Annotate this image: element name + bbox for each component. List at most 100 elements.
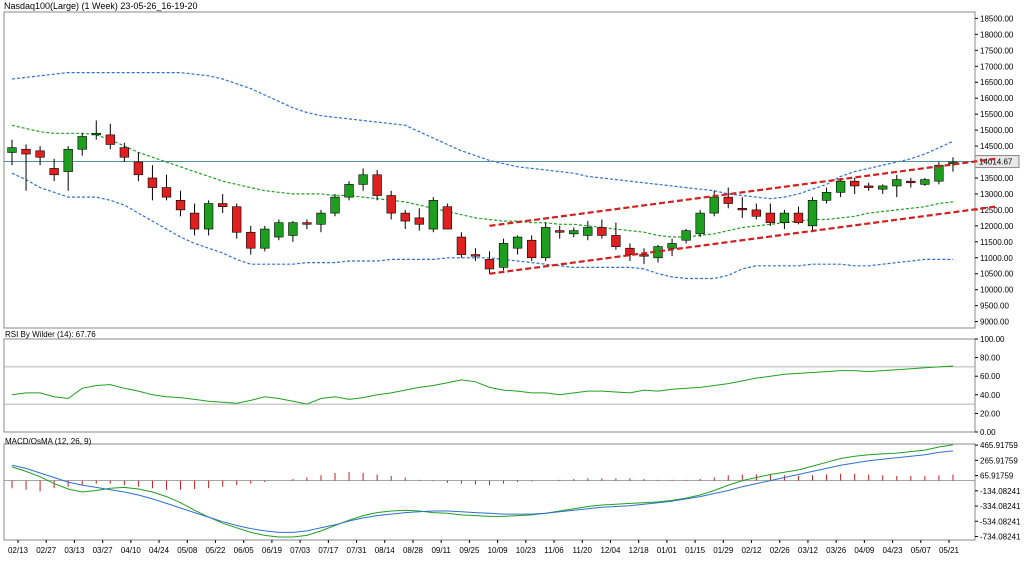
candle: [709, 196, 719, 214]
x-tick-label: 05/22: [205, 546, 226, 555]
candle: [779, 212, 790, 223]
x-tick-label: 02/27: [36, 546, 57, 555]
macd-tick-label: -134.08241: [980, 487, 1021, 496]
candle: [288, 222, 298, 236]
candle: [555, 230, 565, 233]
candle: [835, 180, 846, 193]
x-tick-label: 05/08: [177, 546, 198, 555]
macd-tick-label: -734.08241: [980, 533, 1021, 542]
macd-tick-label: 465.91759: [980, 441, 1018, 450]
rsi-tick-label: 60.00: [980, 372, 1001, 381]
candle: [639, 254, 649, 257]
macd-tick-label: 65.91759: [980, 472, 1014, 481]
candle: [695, 212, 705, 235]
x-tick-label: 04/24: [149, 546, 170, 555]
candle: [878, 185, 888, 190]
trend-channel-upper: [489, 157, 996, 227]
candle: [737, 208, 747, 211]
macd-panel-label: MACD/OsMA (12, 26, 9): [5, 437, 92, 446]
x-tick-label: 07/03: [290, 546, 311, 555]
x-tick-label: 12/18: [629, 546, 650, 555]
price-tick-label: 13000.00: [980, 190, 1014, 199]
price-tick-label: 17000.00: [980, 62, 1014, 71]
candle: [175, 200, 186, 211]
bollinger-lower-line: [11, 172, 953, 280]
x-tick-label: 02/12: [741, 546, 762, 555]
candle: [161, 187, 172, 198]
x-tick-label: 10/23: [516, 546, 537, 555]
candle: [498, 243, 509, 268]
x-tick-label: 08/28: [403, 546, 424, 555]
chart-title: Nasdaq100(Large) (1 Week) 23-05-26_16-19…: [4, 1, 198, 11]
candle: [246, 231, 256, 249]
price-panel: [3, 11, 976, 329]
price-tick-label: 15000.00: [980, 126, 1014, 135]
price-tick-label: 15500.00: [980, 110, 1014, 119]
candle: [77, 136, 87, 150]
candle: [512, 236, 523, 249]
macd-tick-label: -534.08241: [980, 517, 1021, 526]
rsi-tick-label: 40.00: [980, 391, 1001, 400]
candle: [793, 212, 804, 223]
price-tick-label: 18000.00: [980, 30, 1014, 39]
candle: [807, 200, 818, 227]
candle: [765, 212, 776, 223]
candle: [49, 168, 59, 176]
price-tick-label: 11000.00: [980, 254, 1013, 263]
rsi-tick-label: 20.00: [980, 409, 1001, 418]
candle: [849, 180, 860, 187]
x-tick-label: 11/06: [544, 546, 564, 555]
candle: [260, 228, 270, 249]
candle: [400, 212, 410, 222]
candle: [386, 195, 396, 214]
candle: [35, 150, 45, 158]
rsi-panel: [3, 338, 976, 433]
x-tick-label: 09/11: [431, 546, 451, 555]
trend-channel-lower: [489, 205, 996, 275]
candle: [218, 203, 228, 208]
x-tick-label: 03/26: [826, 546, 847, 555]
candle: [723, 196, 733, 204]
price-tick-label: 13500.00: [980, 174, 1014, 183]
rsi-tick-label: 100.00: [980, 335, 1005, 344]
macd-line: [11, 444, 954, 538]
candle: [358, 174, 368, 185]
candle: [133, 161, 144, 176]
candle: [316, 212, 326, 225]
price-tick-label: 11500.00: [980, 238, 1013, 247]
x-tick-label: 01/29: [713, 546, 734, 555]
candle: [232, 206, 242, 233]
candle: [189, 212, 200, 230]
x-tick-label: 07/17: [318, 546, 339, 555]
candle: [892, 179, 902, 187]
candle: [91, 132, 101, 136]
candle: [63, 148, 73, 172]
candle: [302, 222, 312, 225]
bollinger-mid-line: [11, 124, 954, 238]
price-tick-label: 12500.00: [980, 206, 1014, 215]
candle: [864, 185, 874, 188]
x-tick-label: 10/09: [488, 546, 509, 555]
price-tick-label: 9000.00: [980, 318, 1009, 327]
x-tick-label: 02/13: [8, 546, 29, 555]
candle: [484, 259, 495, 270]
candle: [21, 148, 31, 155]
candle: [344, 184, 354, 198]
x-tick-label: 06/05: [234, 546, 255, 555]
x-tick-label: 01/15: [685, 546, 706, 555]
x-tick-label: 06/19: [262, 546, 283, 555]
x-tick-label: 03/12: [798, 546, 819, 555]
x-tick-label: 04/10: [121, 546, 142, 555]
x-tick-label: 04/09: [854, 546, 875, 555]
bollinger-upper-line: [11, 71, 954, 200]
candle: [203, 203, 214, 230]
x-tick-label: 03/13: [64, 546, 85, 555]
candle: [597, 227, 607, 236]
x-tick-label: 04/23: [883, 546, 904, 555]
x-tick-label: 07/31: [347, 546, 368, 555]
candle: [541, 227, 551, 259]
price-tick-label: 16500.00: [980, 78, 1014, 87]
current-price-label: 14014.67: [979, 158, 1013, 167]
candle: [442, 206, 453, 230]
